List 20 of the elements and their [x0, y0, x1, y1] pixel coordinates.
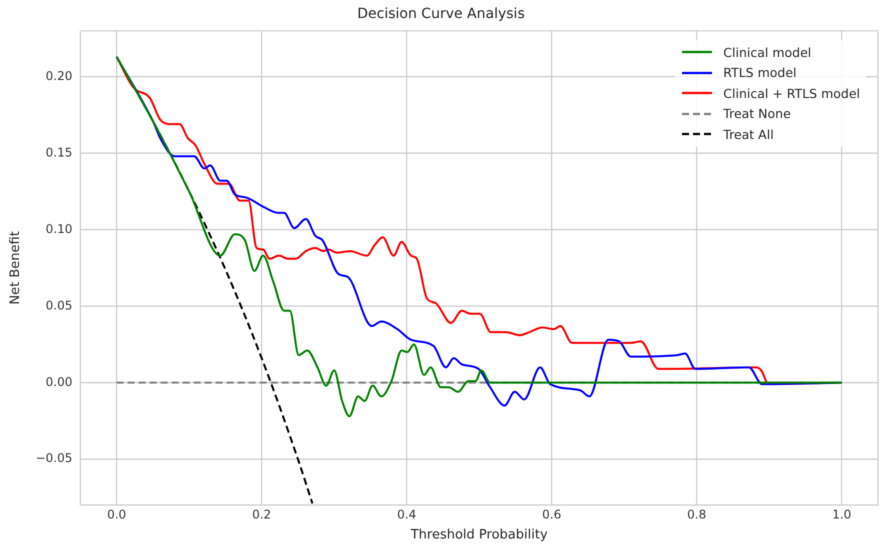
y-tick-label: −0.05: [36, 451, 72, 466]
x-tick-label: 1.0: [832, 507, 852, 522]
y-tick-label: 0.05: [46, 298, 72, 312]
legend-label: RTLS model: [723, 65, 797, 80]
x-tick-label: 0.4: [397, 507, 416, 522]
y-tick-label: 0.20: [46, 68, 72, 83]
y-tick-label: 0.10: [46, 222, 72, 236]
x-tick-label: 0.6: [542, 507, 562, 522]
x-tick-label: 0.0: [107, 507, 126, 522]
chart-title: Decision Curve Analysis: [357, 6, 525, 22]
y-axis-title: Net Benefit: [8, 231, 24, 305]
x-tick-label: 0.8: [687, 507, 706, 522]
x-tick-label: 0.2: [252, 507, 272, 522]
legend-label: Clinical model: [723, 44, 812, 60]
y-tick-label: 0.15: [46, 145, 72, 160]
y-tick-label: 0.00: [46, 374, 72, 389]
legend-label: Treat None: [723, 106, 791, 122]
legend-label: Clinical + RTLS model: [723, 86, 860, 101]
x-axis-title: Threshold Probability: [410, 528, 548, 543]
legend-label: Treat All: [723, 126, 774, 142]
